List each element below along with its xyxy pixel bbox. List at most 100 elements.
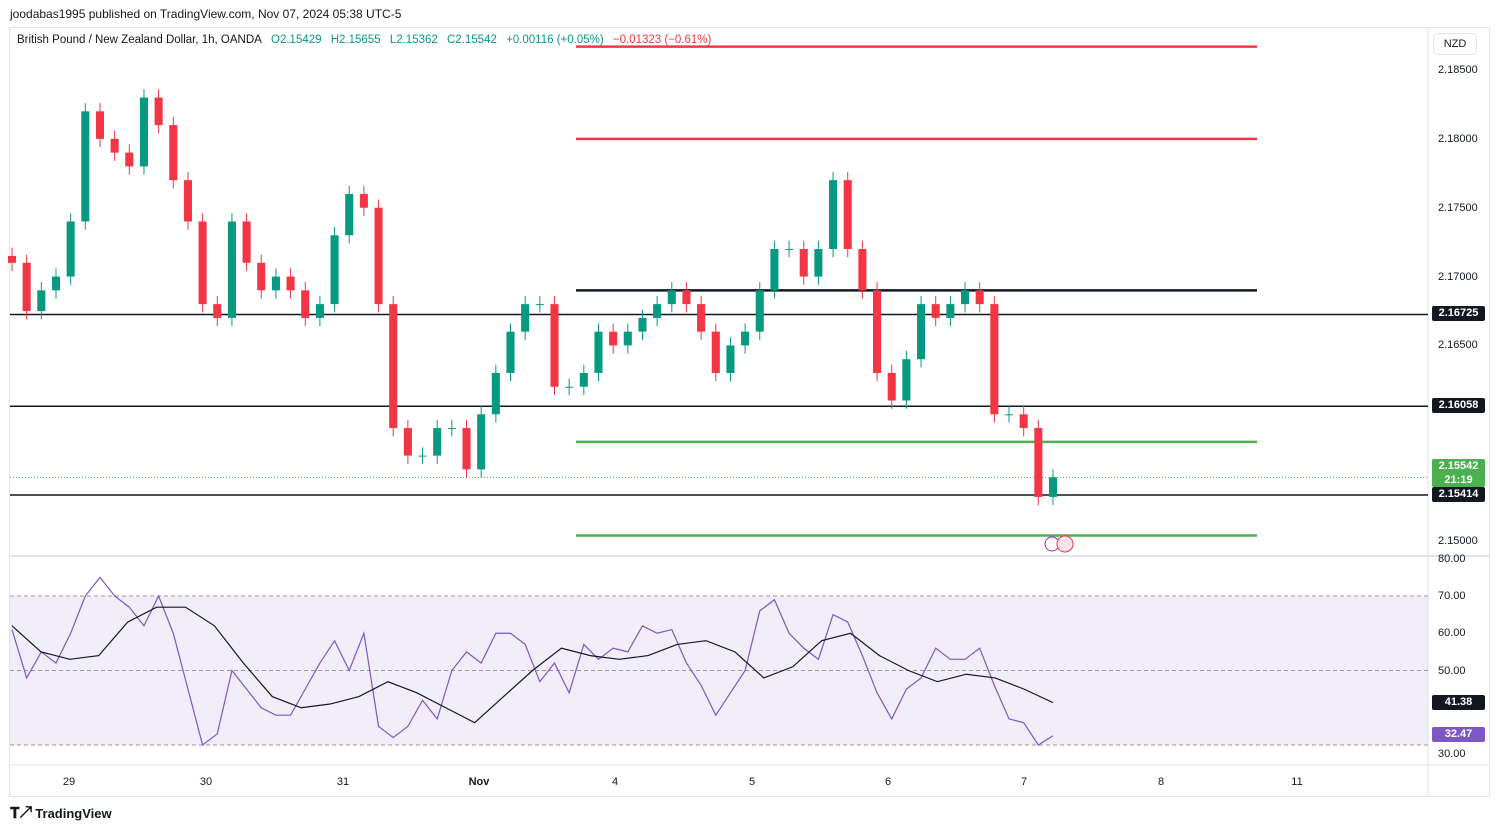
candle [403, 428, 412, 456]
candle [22, 262, 31, 311]
rsi-tick: 30.00 [1438, 748, 1466, 760]
candle [902, 359, 911, 401]
candle [477, 414, 486, 470]
candle [51, 276, 61, 291]
candle [169, 125, 178, 181]
candle [623, 331, 632, 346]
candle [887, 372, 896, 401]
candle [345, 193, 354, 236]
rsi-ma-tag: 41.38 [1432, 694, 1485, 710]
candle [1034, 428, 1043, 497]
candle [579, 372, 588, 387]
change-value: +0.00116 (+0.05%) [506, 34, 604, 46]
candle [770, 249, 779, 291]
candle [37, 290, 46, 311]
candle [1004, 414, 1014, 416]
candle [755, 290, 764, 332]
rsi-value-tag: 32.47 [1432, 726, 1485, 742]
rsi-tick: 80.00 [1438, 552, 1466, 565]
rsi-tick: 50.00 [1438, 664, 1466, 677]
candle [257, 262, 266, 291]
candle [960, 290, 970, 305]
bar-countdown: 21:19 [1444, 474, 1473, 486]
candle [374, 207, 383, 305]
candle [799, 249, 808, 277]
time-tick: 11 [1291, 776, 1303, 788]
candle [653, 304, 662, 318]
time-tick: 31 [336, 776, 350, 788]
price-tick: 2.18500 [1438, 64, 1478, 76]
time-tick: 5 [748, 776, 756, 788]
candle [931, 304, 940, 318]
candle [198, 221, 207, 305]
candle [95, 111, 105, 139]
candle [975, 290, 984, 305]
candle [139, 97, 148, 167]
candle [990, 304, 999, 415]
candle [843, 180, 852, 250]
candle [535, 304, 544, 306]
candle [638, 317, 647, 332]
open-value: O2.15429 [271, 34, 322, 46]
candle [1048, 477, 1058, 497]
candle [726, 345, 735, 373]
candle [1019, 414, 1028, 429]
candle [550, 304, 559, 387]
candle [491, 372, 500, 415]
tradingview-logo[interactable]: 𝐓↗ TradingView [10, 805, 112, 822]
rsi-tick: 70.00 [1438, 590, 1466, 602]
rsi-line [11, 576, 1054, 747]
close-value: C2.15542 [446, 34, 497, 46]
symbol-name[interactable]: British Pound / New Zealand Dollar, 1h, … [17, 34, 262, 46]
candle [873, 290, 882, 373]
candle [242, 221, 251, 263]
rsi-tick: 60.00 [1438, 627, 1466, 640]
level-price-tag: 2.16058 [1432, 398, 1485, 414]
level-price-tag: 2.15414 [1432, 486, 1485, 502]
candle [81, 111, 90, 222]
candle [66, 221, 75, 277]
level-price-tag: 2.16725 [1432, 306, 1485, 322]
high-value: H2.15655 [330, 34, 381, 46]
time-tick: 4 [611, 776, 619, 788]
candle [271, 276, 280, 291]
candle [301, 290, 310, 318]
time-tick: 6 [884, 776, 892, 788]
candle [785, 249, 794, 251]
time-tick: 7 [1020, 776, 1028, 788]
uk-flag-event-icon [1056, 535, 1074, 553]
price-tick: 2.16500 [1438, 339, 1478, 352]
candle [433, 428, 442, 456]
candle [110, 138, 119, 153]
candle [594, 331, 603, 373]
candle [711, 331, 720, 373]
candle [389, 304, 398, 429]
candle [447, 428, 456, 430]
candle [506, 331, 515, 373]
candle [462, 428, 471, 470]
currency-button[interactable]: NZD [1433, 33, 1477, 55]
rsi-ma-line [11, 606, 1054, 724]
time-tick: 29 [62, 776, 76, 788]
candle [315, 304, 324, 318]
candle [227, 221, 236, 318]
price-tick: 2.17000 [1438, 270, 1478, 283]
time-tick: 30 [199, 776, 213, 788]
candle [359, 193, 368, 208]
candle [418, 455, 427, 457]
candle [125, 152, 134, 167]
candle [330, 235, 339, 305]
candle [565, 386, 574, 388]
chart-frame [9, 27, 1490, 797]
price-tick: 2.18000 [1438, 132, 1478, 145]
last-price-tag: 2.15542 21:19 [1432, 459, 1485, 487]
time-tick: Nov [468, 776, 490, 788]
candle [917, 304, 926, 360]
candle [7, 255, 17, 263]
low-value: L2.15362 [389, 34, 438, 46]
publisher-info: joodabas1995 published on TradingView.co… [10, 7, 402, 21]
candle [183, 180, 192, 222]
candle [609, 331, 618, 346]
change-value-2: −0.01323 (−0.61%) [612, 34, 712, 46]
